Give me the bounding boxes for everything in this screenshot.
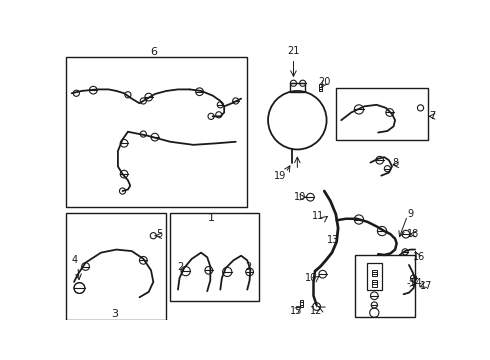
Bar — [318, 84, 322, 91]
Text: 11: 11 — [312, 211, 324, 221]
Text: 9: 9 — [408, 209, 414, 219]
Text: 13: 13 — [327, 235, 340, 244]
Text: 19: 19 — [273, 171, 286, 181]
Text: 16: 16 — [413, 252, 425, 262]
Bar — [66, 213, 167, 320]
Text: 2: 2 — [245, 261, 252, 271]
Text: -14: -14 — [407, 278, 422, 288]
Bar — [171, 213, 259, 301]
Bar — [367, 263, 382, 289]
Text: 12: 12 — [310, 306, 323, 316]
Text: 17: 17 — [420, 281, 432, 291]
Text: 3: 3 — [111, 309, 119, 319]
Text: 21: 21 — [287, 46, 300, 56]
Text: 18: 18 — [407, 229, 419, 239]
Text: 7: 7 — [429, 111, 435, 121]
Text: 4: 4 — [72, 255, 78, 265]
Text: 20: 20 — [318, 77, 330, 87]
Bar — [290, 83, 305, 93]
Text: 8: 8 — [393, 158, 399, 167]
Text: 10: 10 — [305, 273, 318, 283]
Bar — [300, 300, 303, 307]
Bar — [372, 280, 377, 287]
Bar — [355, 255, 415, 316]
Bar — [336, 88, 428, 140]
Text: 5: 5 — [156, 229, 163, 239]
Bar — [372, 270, 377, 276]
Text: 15: 15 — [290, 306, 302, 316]
Text: 10: 10 — [294, 192, 306, 202]
Text: 2: 2 — [177, 261, 183, 271]
Text: 1: 1 — [208, 213, 215, 223]
Text: 6: 6 — [150, 48, 157, 58]
Bar — [66, 57, 247, 207]
